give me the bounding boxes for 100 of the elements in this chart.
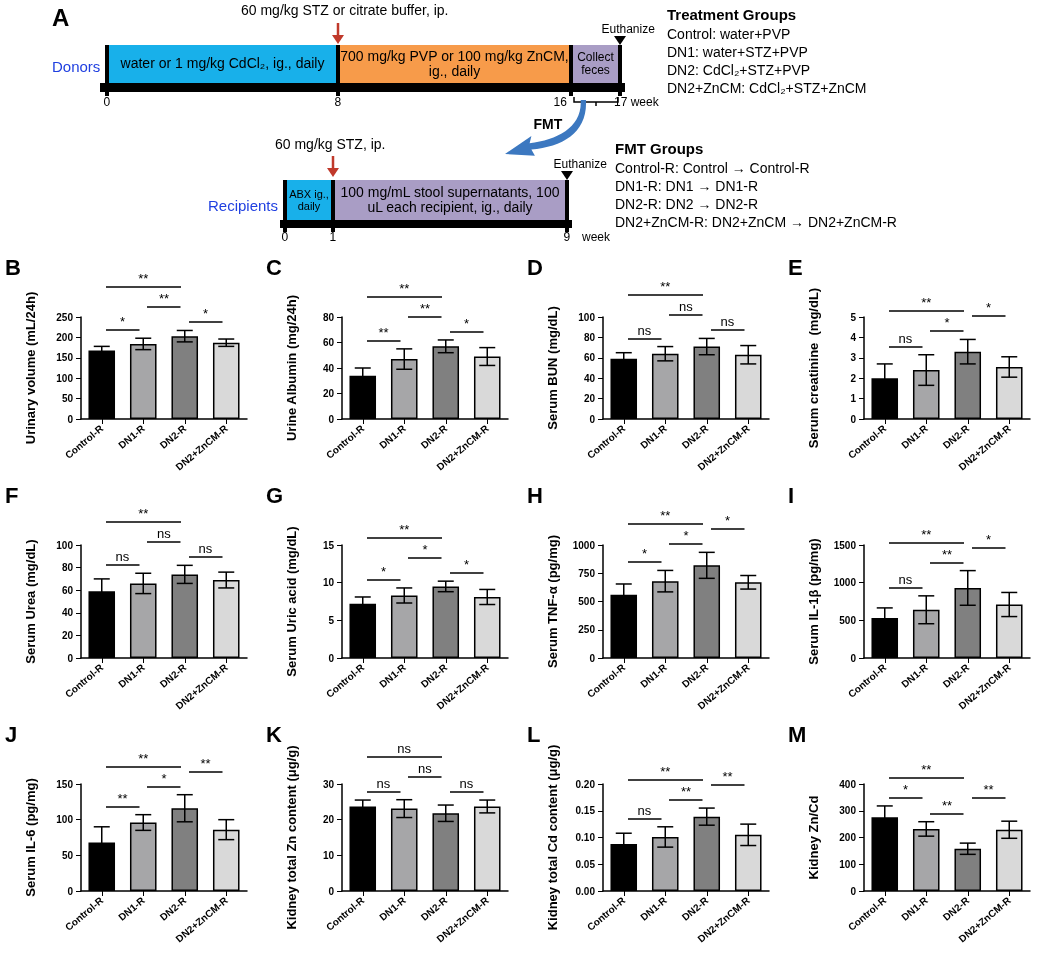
chart-title: H	[527, 483, 543, 509]
text: Control: water+PVP	[667, 26, 791, 42]
chart-title: D	[527, 255, 543, 281]
y-tick-label: 0	[67, 652, 74, 664]
y-tick-label: 50	[61, 393, 74, 405]
text: *	[683, 528, 689, 544]
text: 0	[103, 95, 111, 109]
y-tick-label: 40	[322, 362, 335, 374]
text: ns	[157, 526, 171, 542]
y-tick-label: 0	[328, 413, 335, 425]
annotation: *	[944, 315, 950, 331]
annotation: *	[381, 563, 387, 579]
annotation: *	[903, 781, 909, 797]
y-tick-label: 0.10	[575, 832, 596, 843]
annotation: **	[681, 784, 692, 800]
annotation: ns	[198, 541, 213, 557]
annotation: ns	[376, 775, 391, 791]
y-tick-label: 400	[839, 778, 857, 790]
text: DN2+ZnCM: CdCl₂+STZ+ZnCM	[667, 80, 867, 96]
chart-title: B	[5, 255, 21, 281]
text: **	[921, 761, 932, 777]
annotation: **	[942, 797, 953, 813]
y-tick-label: 80	[583, 331, 596, 343]
annotation: ns	[720, 314, 735, 330]
text: **	[399, 280, 410, 296]
y-axis-title: Kidney Zn/Cd	[806, 795, 821, 880]
annotation: ns	[459, 776, 474, 792]
annotation: ns	[637, 322, 652, 338]
text: **	[399, 522, 410, 538]
annotation: *	[464, 557, 470, 573]
text: ns	[397, 740, 411, 756]
y-tick-label: 0.05	[575, 858, 596, 870]
y-tick-label: 20	[61, 629, 74, 641]
chart-title: K	[266, 722, 282, 748]
y-tick-label: 60	[583, 352, 596, 364]
text: Control-R: Control → Control-R	[615, 160, 810, 176]
y-tick-label: 5	[850, 311, 857, 323]
y-tick-label: 60	[322, 337, 335, 348]
chart-title: C	[266, 255, 282, 281]
y-axis-title: Serum IL-1β (pg/mg)	[806, 538, 821, 665]
y-tick-label: 0.20	[575, 778, 596, 790]
y-tick-label: 10	[322, 577, 335, 589]
y-tick-label: 100	[56, 372, 74, 384]
y-tick-label: 100	[56, 814, 74, 826]
annotation: *	[464, 315, 470, 331]
y-tick-label: 80	[322, 311, 335, 323]
text: **	[200, 755, 211, 771]
y-tick-label: 200	[56, 331, 74, 343]
y-tick-label: 80	[61, 562, 74, 574]
y-axis-title: Urinary volume (mL/24h)	[23, 291, 38, 445]
y-tick-label: 10	[322, 849, 335, 861]
text: **	[660, 764, 671, 780]
y-tick-label: 1500	[833, 539, 857, 551]
annotation: ns	[637, 802, 652, 818]
chart-title: E	[788, 255, 803, 281]
y-tick-label: 1000	[833, 577, 857, 589]
y-tick-label: 30	[322, 778, 335, 790]
text: 8	[334, 95, 342, 109]
text: DN2: CdCl₂+STZ+PVP	[667, 62, 811, 78]
y-tick-label: 20	[583, 393, 596, 405]
y-axis-title: Kidney total Zn content (μg/g)	[284, 745, 299, 930]
text: **	[921, 295, 932, 311]
text: DN1-R: DN1 → DN1-R	[615, 178, 759, 194]
y-tick-label: 150	[56, 778, 74, 790]
y-tick-label: 4	[850, 331, 857, 343]
text: *	[986, 300, 992, 316]
y-tick-label: 150	[56, 352, 74, 364]
y-tick-label: 250	[56, 311, 74, 323]
text: **	[138, 271, 149, 287]
y-tick-label: 750	[578, 567, 596, 579]
y-axis-title: Serum Uric acid (mg/dL)	[284, 526, 299, 677]
text: **	[722, 769, 733, 785]
y-axis-title: Serum IL-6 (pg/mg)	[23, 778, 38, 897]
y-tick-label: 100	[839, 858, 857, 870]
y-tick-label: 3	[850, 352, 857, 364]
text: **	[420, 300, 431, 316]
text: *	[725, 513, 731, 529]
y-tick-label: 0.00	[575, 885, 596, 897]
y-tick-label: 20	[322, 388, 335, 399]
text: water or 1 mg/kg CdCl₂, ig., daily	[120, 55, 325, 72]
y-tick-label: 0	[850, 652, 857, 664]
text: **	[138, 506, 149, 522]
annotation: *	[642, 546, 648, 562]
y-axis-title: Kidney total Cd content (μg/g)	[545, 744, 560, 931]
y-tick-label: 0	[67, 885, 74, 897]
y-tick-label: 500	[839, 614, 857, 626]
y-axis-title: Serum TNF-α (pg/mg)	[545, 535, 560, 668]
y-tick-label: 40	[583, 372, 596, 384]
text: DN2-R: DN2 → DN2-R	[615, 196, 759, 212]
annotation: **	[117, 790, 128, 806]
y-tick-label: 300	[839, 805, 857, 817]
text: FMT	[533, 116, 563, 132]
y-tick-label: 1000	[572, 539, 596, 551]
text: **	[660, 508, 671, 524]
y-tick-label: 50	[61, 849, 74, 861]
y-tick-label: 15	[322, 539, 335, 551]
text: 17 week	[614, 95, 659, 109]
y-tick-label: 0	[328, 652, 335, 664]
text: **	[159, 291, 170, 307]
text: Euthanize	[601, 22, 655, 36]
